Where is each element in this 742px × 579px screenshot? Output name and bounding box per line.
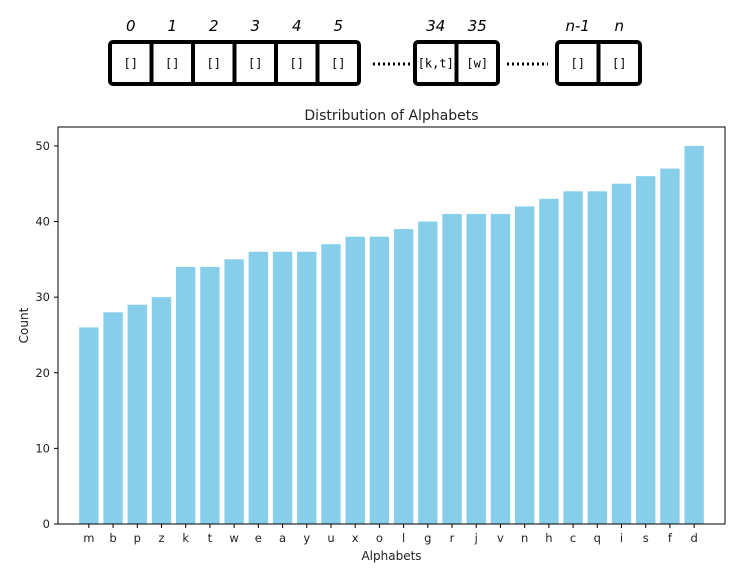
- array-diagram: 0 [] 1 [] 2 [] 3 [] 4 [] 5 [] 34 [k,t] 35 [w] n-1 [] n []: [108, 17, 642, 86]
- x-tick-label-x: x: [352, 531, 359, 545]
- bar-l: [393, 229, 414, 525]
- x-tick-label-y: y: [303, 531, 310, 545]
- y-tick-label: 20: [35, 366, 50, 380]
- y-tick-label: 10: [35, 441, 50, 455]
- bar-b: [103, 312, 123, 524]
- array-index-label: 1: [167, 17, 177, 35]
- array-cell-content: [k,t]: [418, 57, 454, 71]
- bar-chart: Distribution of Alphabets m b p z k t w e a y u x o l…: [17, 108, 726, 563]
- x-tick-label-g: g: [424, 531, 431, 545]
- array-index-label: n: [614, 17, 624, 35]
- y-tick-label: 0: [43, 517, 50, 531]
- y-axis-ticks: 0 10 20 30 40 50: [35, 139, 58, 531]
- array-index-label: 5: [333, 17, 343, 35]
- bar-i: [611, 183, 632, 524]
- bar-e: [248, 251, 269, 524]
- bar-z: [151, 297, 172, 524]
- bar-c: [563, 191, 583, 524]
- array-cell-content: []: [571, 57, 585, 71]
- plot-frame: [57, 126, 726, 525]
- x-tick-label-m: m: [83, 531, 94, 545]
- array-cell-content: []: [165, 57, 179, 71]
- bar-t: [200, 266, 220, 524]
- x-tick-label-q: q: [594, 531, 601, 545]
- bar-q: [587, 191, 607, 524]
- x-tick-label-t: t: [208, 531, 213, 545]
- array-cell-content: []: [248, 57, 262, 71]
- x-tick-label-i: i: [620, 531, 623, 545]
- bar-f: [660, 168, 680, 525]
- array-index-label: 0: [126, 17, 136, 35]
- bar-j: [466, 213, 486, 524]
- x-tick-label-b: b: [109, 531, 116, 545]
- x-axis-label: Alphabets: [361, 549, 421, 563]
- bar-k: [176, 266, 196, 524]
- bar-y: [297, 251, 317, 524]
- bar-d: [684, 145, 704, 524]
- x-tick-label-k: k: [182, 531, 189, 545]
- y-tick-label: 50: [35, 139, 50, 153]
- bar-h: [539, 198, 559, 525]
- y-axis-label: Count: [17, 307, 31, 343]
- array-index-label: 2: [209, 17, 219, 35]
- bar-w: [224, 259, 244, 524]
- chart-title: Distribution of Alphabets: [304, 108, 478, 124]
- bar-n: [514, 206, 535, 524]
- x-tick-label-n: n: [521, 531, 528, 545]
- x-tick-label-d: d: [690, 531, 697, 545]
- array-index-label: n-1: [566, 17, 590, 35]
- array-cell-content: [w]: [466, 57, 488, 71]
- array-index-label: 3: [250, 17, 260, 35]
- x-tick-label-f: f: [668, 531, 673, 545]
- x-tick-label-z: z: [158, 531, 164, 545]
- y-tick-label: 40: [35, 215, 50, 229]
- x-tick-label-r: r: [450, 531, 455, 545]
- x-tick-label-v: v: [497, 531, 504, 545]
- array-index-label: 34: [426, 17, 445, 35]
- bar-v: [490, 213, 511, 524]
- x-tick-label-o: o: [376, 531, 383, 545]
- array-cell-content: []: [207, 57, 221, 71]
- x-tick-label-p: p: [134, 531, 141, 545]
- bar-g: [418, 221, 438, 524]
- x-tick-label-u: u: [327, 531, 334, 545]
- x-tick-label-c: c: [570, 531, 576, 545]
- array-index-label: 35: [468, 17, 487, 35]
- array-index-label: 4: [292, 17, 302, 35]
- bars: [79, 145, 704, 525]
- bar-u: [321, 244, 341, 524]
- bar-a: [272, 251, 293, 524]
- array-cell-content: []: [290, 57, 304, 71]
- y-tick-label: 30: [35, 290, 50, 304]
- x-tick-label-s: s: [643, 531, 649, 545]
- x-tick-label-a: a: [279, 531, 286, 545]
- bar-m: [79, 327, 99, 524]
- x-tick-label-h: h: [545, 531, 552, 545]
- bar-p: [127, 304, 147, 524]
- bar-x: [345, 236, 365, 524]
- x-tick-label-w: w: [229, 531, 238, 545]
- x-tick-label-j: j: [474, 531, 478, 545]
- array-cell-content: []: [124, 57, 138, 71]
- array-cell-content: []: [612, 57, 626, 71]
- x-tick-label-e: e: [255, 531, 262, 545]
- bar-r: [442, 213, 462, 524]
- x-tick-label-l: l: [402, 531, 405, 545]
- bar-o: [369, 236, 390, 524]
- bar-s: [636, 176, 656, 524]
- array-cell-content: []: [331, 57, 345, 71]
